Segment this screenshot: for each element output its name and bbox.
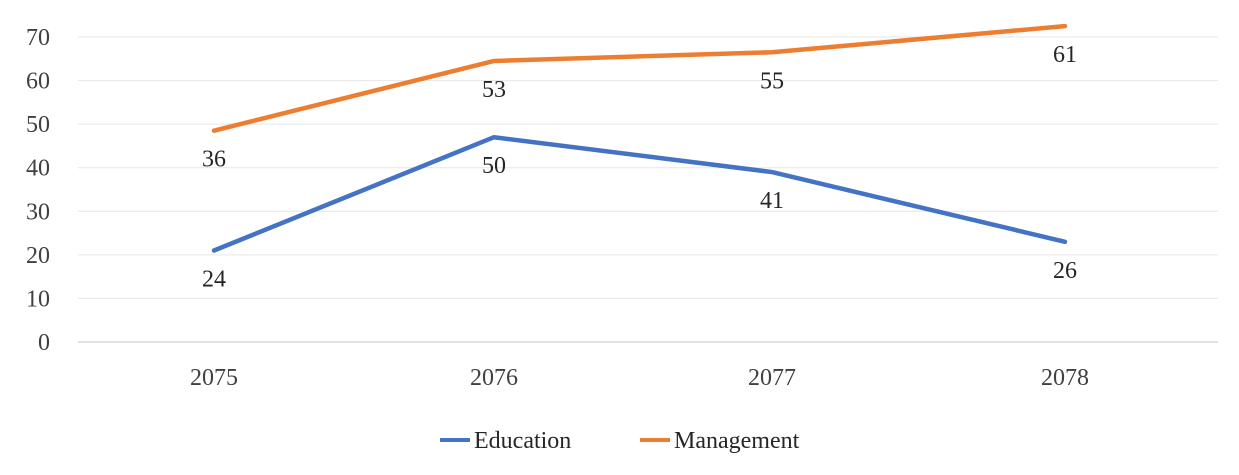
legend: Education Management — [440, 428, 800, 454]
y-tick-label: 50 — [26, 112, 50, 138]
y-tick-label: 60 — [26, 69, 50, 95]
legend-label-education: Education — [474, 428, 571, 454]
data-label: 26 — [1053, 258, 1077, 284]
data-label: 24 — [202, 267, 226, 293]
data-label: 61 — [1053, 42, 1077, 68]
y-tick-label: 20 — [26, 243, 50, 269]
y-tick-label: 0 — [38, 330, 50, 356]
gridlines — [78, 36, 1218, 343]
x-tick-label: 2077 — [748, 365, 796, 391]
data-labels: 24 50 41 26 36 53 55 61 — [202, 42, 1077, 292]
data-label: 53 — [482, 77, 506, 103]
x-tick-label: 2075 — [190, 365, 238, 391]
data-label: 55 — [760, 68, 784, 94]
x-tick-label: 2076 — [470, 365, 518, 391]
axes: 0 10 20 30 40 50 60 70 2075 2076 2077 2078 — [26, 25, 1089, 391]
y-tick-label: 70 — [26, 25, 50, 51]
data-label: 36 — [202, 147, 226, 173]
y-tick-label: 30 — [26, 199, 50, 225]
legend-label-management: Management — [674, 428, 800, 454]
data-label: 50 — [482, 153, 506, 179]
series-line-management — [211, 23, 1068, 133]
series-line-education — [211, 134, 1068, 253]
x-tick-label: 2078 — [1041, 365, 1089, 391]
series-lines — [211, 23, 1068, 253]
data-label: 41 — [760, 188, 784, 214]
y-tick-label: 40 — [26, 156, 50, 182]
y-tick-label: 10 — [26, 286, 50, 312]
